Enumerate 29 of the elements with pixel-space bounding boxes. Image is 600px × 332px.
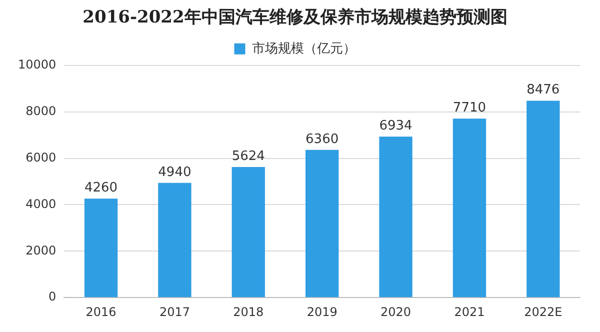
x-tick-label: 2019 <box>306 304 338 319</box>
bar <box>452 118 486 298</box>
y-tick-label: 2000 <box>26 243 56 258</box>
bar <box>379 136 412 298</box>
bar <box>158 182 192 298</box>
x-tick-label: 2022E <box>524 304 562 319</box>
y-tick-label: 6000 <box>26 150 56 164</box>
y-tick-label: 0 <box>48 290 56 304</box>
data-label: 4940 <box>158 164 192 180</box>
data-label: 8476 <box>526 82 560 98</box>
data-label: 7710 <box>452 100 486 116</box>
bar <box>306 150 339 298</box>
x-tick-label: 2016 <box>86 304 116 319</box>
y-tick-label: 4000 <box>26 196 56 211</box>
data-label: 5624 <box>232 148 265 164</box>
bar <box>232 167 265 298</box>
x-tick-label: 2017 <box>159 304 190 319</box>
data-label: 6360 <box>306 132 339 147</box>
legend-label: 市场规模（亿元） <box>252 41 356 56</box>
bar <box>526 100 560 298</box>
x-tick-label: 2018 <box>233 304 264 319</box>
bar <box>84 198 118 298</box>
data-label: 6934 <box>379 118 412 134</box>
x-tick-label: 2021 <box>454 304 485 319</box>
x-tick-label: 2020 <box>380 304 412 319</box>
y-tick-label: 8000 <box>26 104 56 118</box>
y-tick-label: 10000 <box>18 58 56 72</box>
chart-title: 2016-2022年中国汽车维修及保养市场规模趋势预测图 <box>82 8 508 28</box>
data-label: 4260 <box>84 180 118 196</box>
